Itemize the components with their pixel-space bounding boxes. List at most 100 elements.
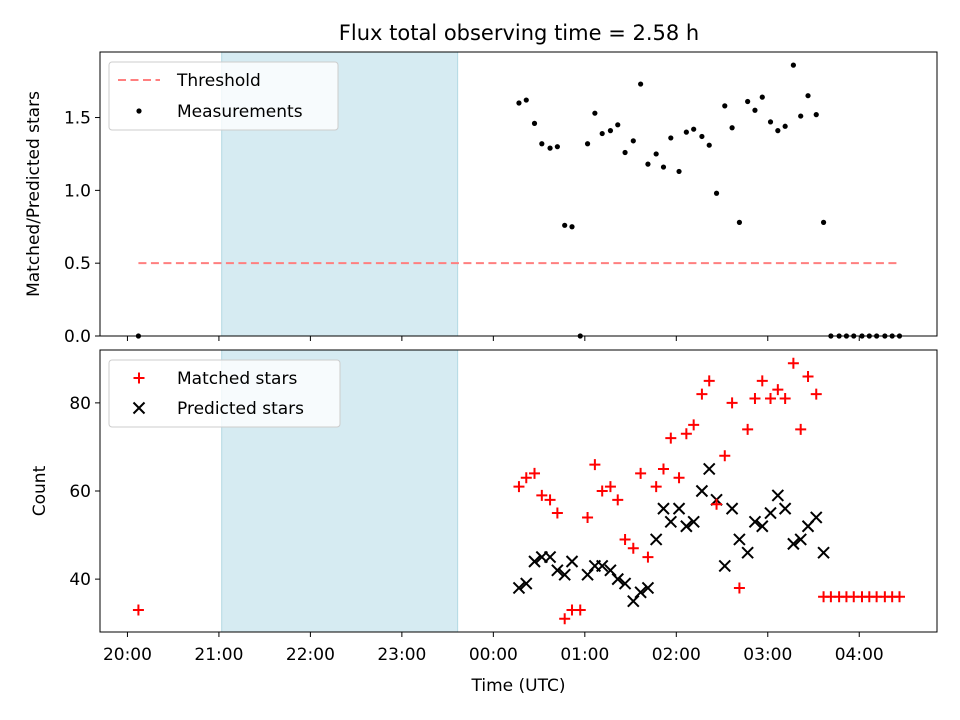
x-tick-label: 02:00	[652, 645, 701, 665]
predicted-point	[604, 564, 617, 577]
x-tick-label: 21:00	[194, 645, 243, 665]
matched-point	[642, 551, 654, 563]
measurement-point	[745, 98, 751, 105]
count-y-axis-label: Count	[30, 465, 50, 516]
matched-point	[657, 463, 669, 475]
matched-point	[635, 467, 647, 479]
x-tick-label: 03:00	[743, 645, 792, 665]
matched-point	[612, 494, 624, 506]
matched-point	[596, 485, 608, 497]
matched-point	[733, 582, 745, 594]
matched-point	[551, 507, 563, 519]
measurement-point	[767, 119, 774, 125]
measurement-point	[683, 129, 689, 135]
measurement-point	[554, 144, 560, 150]
count-y-tick-label: 40	[69, 570, 91, 590]
matched-point	[132, 604, 144, 616]
matched-point	[810, 388, 822, 400]
predicted-point	[512, 581, 526, 595]
predicted-point	[641, 581, 655, 595]
predicted-point	[664, 515, 678, 529]
matched-point	[574, 604, 586, 616]
measurement-point	[668, 135, 674, 141]
count-legend: Matched stars Predicted stars	[108, 359, 341, 428]
predicted-point	[741, 546, 754, 559]
legend-matched-label: Matched stars	[177, 369, 297, 389]
measurement-point	[615, 122, 621, 128]
predicted-point	[595, 559, 609, 573]
matched-point	[772, 384, 784, 396]
legend-matched-swatch	[133, 372, 145, 384]
measurement-point	[584, 141, 591, 147]
matched-point	[589, 459, 601, 471]
matched-point	[893, 591, 905, 603]
matched-point	[742, 423, 754, 435]
predicted-point	[649, 533, 663, 546]
matched-point	[536, 489, 548, 501]
matched-point	[513, 481, 525, 493]
matched-point	[619, 533, 631, 545]
predicted-point	[756, 520, 769, 533]
predicted-point	[672, 502, 686, 515]
measurement-point	[820, 219, 827, 225]
measurement-point	[813, 112, 819, 118]
predicted-point	[581, 568, 594, 581]
x-tick-label: 23:00	[377, 645, 426, 665]
legend-measurements-swatch	[136, 108, 142, 114]
matched-point	[520, 472, 532, 484]
legend-measurements-label: Measurements	[177, 102, 303, 122]
ratio-y-tick-label: 0.0	[64, 327, 91, 347]
ratio-y-tick-label: 0.5	[64, 254, 91, 274]
count-y-tick-label: 60	[69, 482, 91, 502]
measurement-point	[676, 168, 682, 175]
predicted-point	[657, 502, 670, 515]
predicted-point	[703, 462, 716, 476]
ratio-ticks: 0.0 0.5 1.0 1.5	[64, 109, 860, 347]
ratio-axes-frame	[99, 51, 938, 337]
measurement-point	[660, 164, 667, 170]
measurement-point	[539, 141, 545, 147]
predicted-point	[764, 506, 777, 520]
matched-point	[749, 392, 761, 404]
matched-point	[765, 392, 777, 404]
predicted-point	[748, 515, 762, 529]
matched-point	[795, 423, 807, 435]
matched-point	[582, 511, 594, 523]
matched-point	[650, 481, 662, 493]
predicted-point	[794, 533, 807, 546]
predicted-point	[558, 568, 571, 581]
matched-point	[627, 542, 639, 554]
matched-point	[711, 498, 723, 510]
measurement-point	[713, 190, 720, 196]
measurement-point	[516, 100, 522, 106]
measurement-point	[722, 103, 728, 109]
predicted-point	[565, 555, 579, 568]
measurement-point	[599, 130, 605, 137]
matched-point	[787, 357, 799, 369]
matched-point	[779, 392, 791, 404]
matched-point	[802, 370, 814, 382]
x-tick-label: 22:00	[286, 645, 335, 665]
predicted-point	[695, 484, 709, 498]
predicted-point	[611, 572, 624, 586]
measurement-point	[798, 113, 804, 119]
x-axis-label: Time (UTC)	[471, 676, 566, 696]
predicted-point	[725, 502, 739, 515]
predicted-point	[687, 515, 700, 529]
measurement-point	[729, 125, 735, 131]
measurement-point	[531, 120, 538, 126]
measurement-point	[645, 161, 651, 167]
legend-threshold-label: Threshold	[176, 71, 261, 91]
ratio-y-tick-label: 1.0	[64, 181, 91, 201]
count-ticks: 40 60 80 20:00 21:00 22:00 23:00 00:00 01:00 02:0…	[69, 394, 883, 665]
ratio-y-axis-label: Matched/Predicted stars	[24, 91, 44, 297]
x-tick-label: 04:00	[835, 645, 884, 665]
measurement-point	[523, 97, 529, 103]
measurement-point	[706, 142, 712, 148]
measurement-point	[547, 145, 553, 151]
x-tick-label: 20:00	[103, 645, 152, 665]
matched-point	[604, 481, 616, 493]
predicted-point	[787, 537, 800, 551]
measurement-point	[607, 128, 614, 134]
